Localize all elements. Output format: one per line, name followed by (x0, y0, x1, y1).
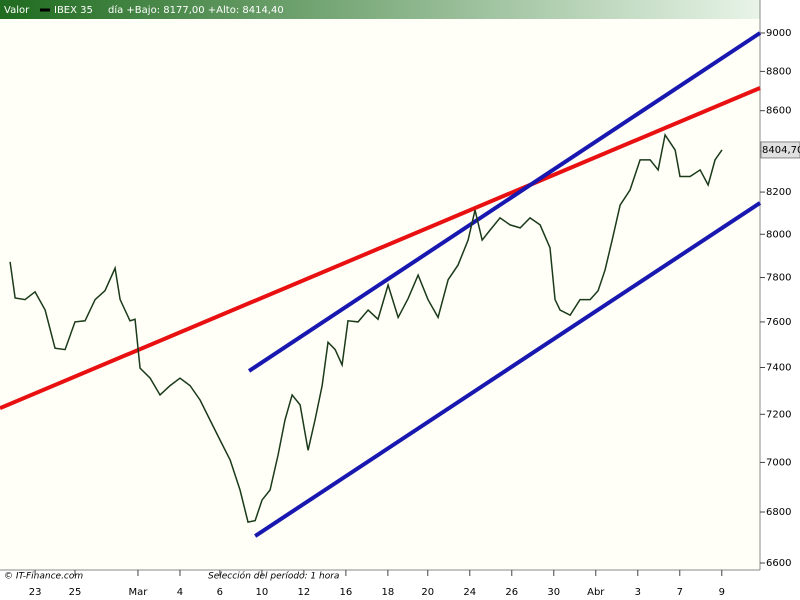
last-value-box (760, 141, 800, 159)
x-tick-label: 30 (547, 587, 560, 598)
header-bar (0, 0, 760, 19)
y-tick-label: 9000 (766, 28, 791, 39)
x-tick-label: 25 (69, 587, 82, 598)
y-tick-label: 7600 (766, 317, 791, 328)
x-tick-label: 12 (298, 587, 311, 598)
header: Valor IBEX 35 día +Bajo: 8177,00 +Alto: … (0, 0, 760, 19)
price-line (9, 132, 723, 523)
x-tick-label: 16 (340, 587, 353, 598)
x-tick-label: Mar (129, 587, 149, 598)
x-tick-label: 4 (177, 587, 183, 598)
plot-area (0, 19, 760, 570)
y-tick-label: 8800 (766, 66, 791, 77)
header-info: día +Bajo: 8177,00 +Alto: 8414,40 (108, 4, 284, 16)
x-tick-label: 23 (29, 587, 42, 598)
y-tick-label: 7800 (766, 273, 791, 284)
x-tick-label: 3 (635, 587, 641, 598)
y-tick-label: 8000 (766, 229, 791, 240)
y-tick-label: 8200 (766, 187, 791, 198)
x-tick-label: 7 (677, 587, 683, 598)
y-tick-label: 7000 (766, 457, 791, 468)
header-label: Valor (4, 5, 30, 16)
y-tick-label: 8600 (766, 106, 791, 117)
trend-line (254, 201, 762, 538)
x-tick-label: 6 (217, 587, 223, 598)
y-tick-label: 7200 (766, 409, 791, 420)
trend-line (0, 86, 761, 410)
header-name: IBEX 35 (54, 5, 93, 16)
trend-line (247, 31, 762, 373)
x-tick-label: Abr (587, 587, 605, 598)
x-tick-label: 9 (719, 587, 725, 598)
x-tick-label: 18 (382, 587, 395, 598)
x-tick-label: 26 (505, 587, 518, 598)
source: © IT-Finance.com (4, 572, 83, 582)
period: Selección del período: 1 hora (208, 571, 339, 582)
y-tick-label: 6800 (766, 507, 791, 518)
x-tick-label: 10 (256, 587, 269, 598)
last-value-label: 8404,70 (762, 145, 800, 156)
x-tick-label: 24 (463, 587, 476, 598)
y-tick-label: 6600 (766, 558, 791, 569)
x-tick-label: 20 (421, 587, 434, 598)
y-tick-label: 7400 (766, 362, 791, 373)
